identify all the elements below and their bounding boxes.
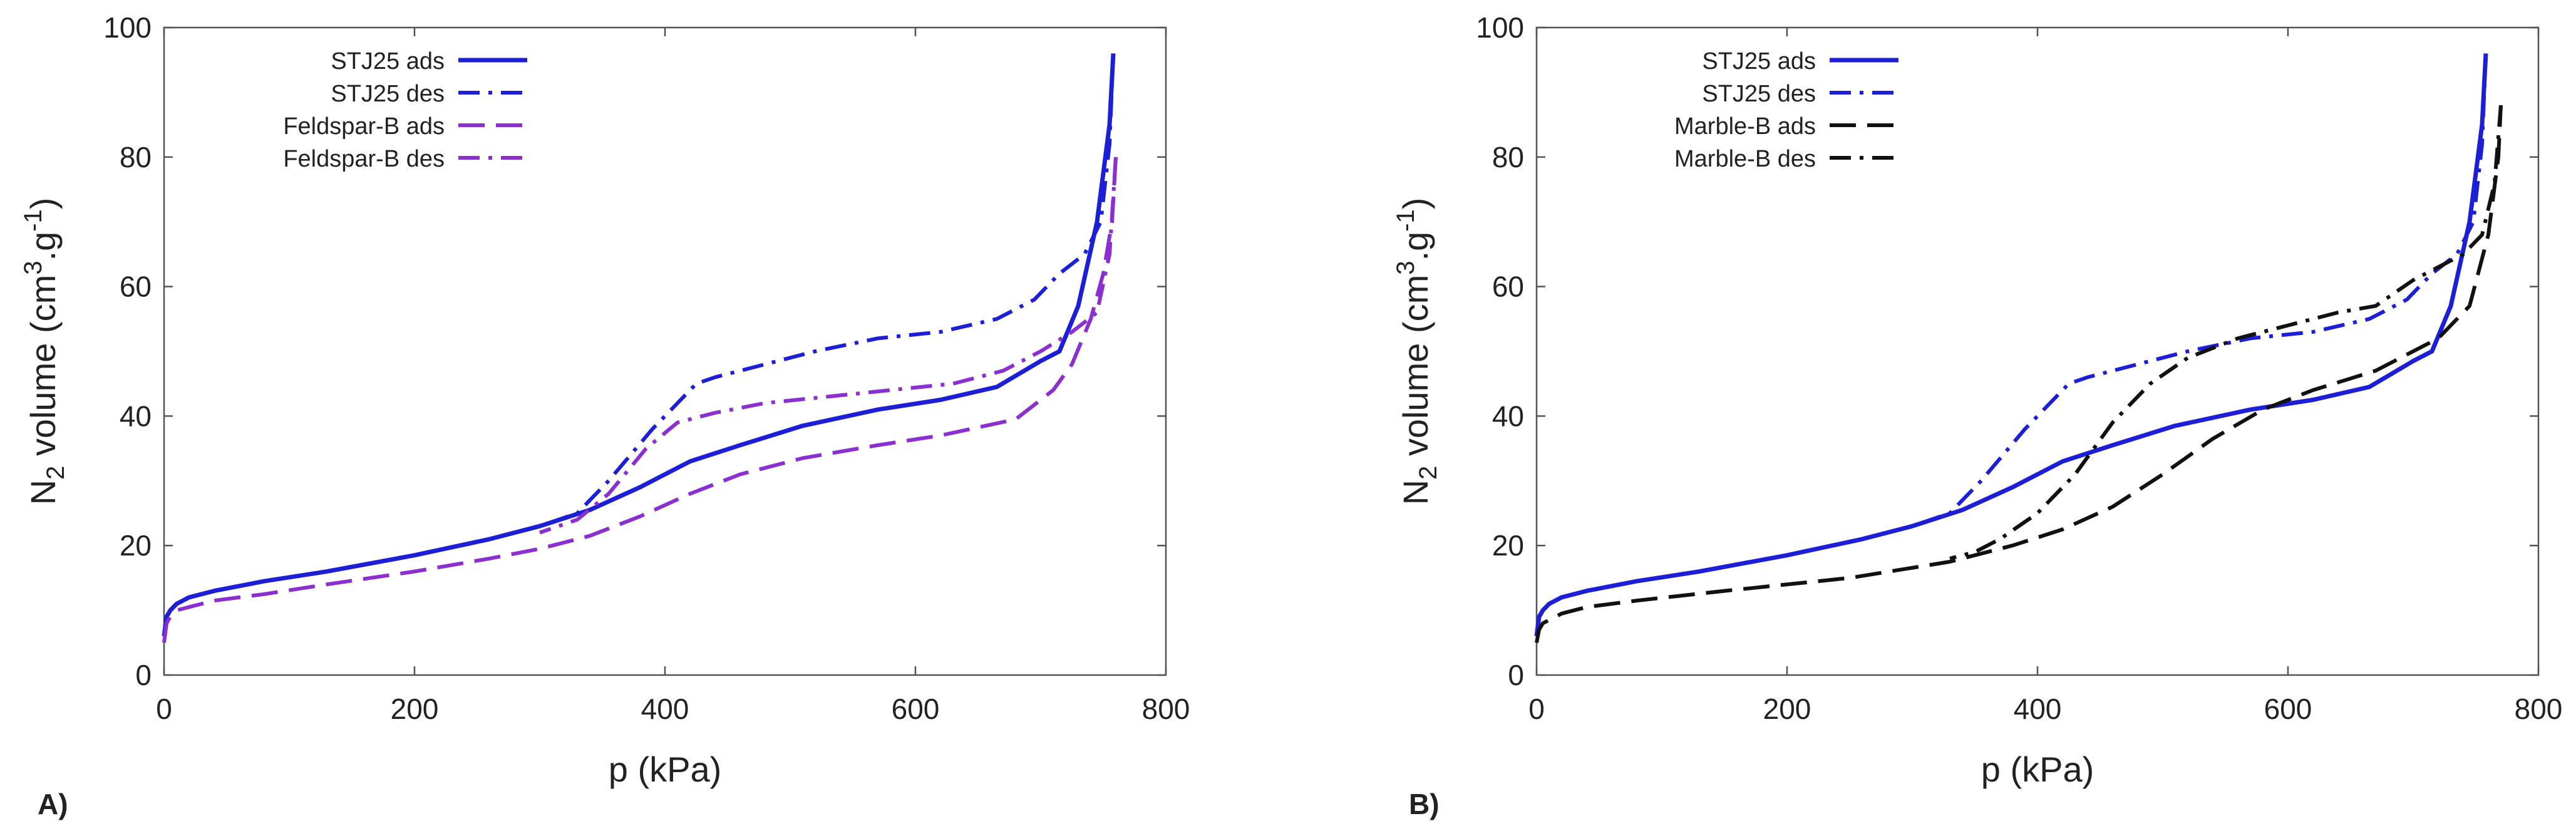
x-tick-label: 400 xyxy=(2014,693,2062,725)
y-tick-label: 0 xyxy=(135,659,152,691)
y-tick-label: 0 xyxy=(1508,659,1524,691)
series-lines xyxy=(1534,53,2503,643)
series-line-stj25-ads xyxy=(1534,53,2488,637)
series-lines xyxy=(162,53,1118,643)
x-tick-label: 400 xyxy=(641,693,689,725)
y-tick-label: 80 xyxy=(1492,141,1524,173)
x-tick-label: 800 xyxy=(1142,693,1190,725)
legend-label: Marble-B ads xyxy=(1674,113,1816,140)
x-tick-label: 200 xyxy=(1763,693,1811,725)
legend: STJ25 ads STJ25 des Feldspar-B ads Feldspar… xyxy=(283,48,527,172)
y-tick-label: 80 xyxy=(120,141,152,173)
x-tick-label: 0 xyxy=(1528,693,1545,725)
series-line-stj25-des xyxy=(1912,53,2488,529)
series-line-feldspar-b-ads xyxy=(162,157,1118,643)
legend-label: Feldspar-B ads xyxy=(283,113,445,140)
panel-label: B) xyxy=(1409,788,1440,820)
legend-label: STJ25 ads xyxy=(1702,48,1816,75)
x-tick-label: 800 xyxy=(2515,693,2563,725)
legend-label: STJ25 des xyxy=(331,81,445,107)
x-axis-ticks: 0 200 400 600 800 xyxy=(156,28,1190,725)
x-tick-label: 600 xyxy=(892,693,940,725)
y-axis-ticks: 0 20 40 60 80 100 xyxy=(103,11,1166,691)
y-tick-label: 60 xyxy=(1492,271,1524,303)
legend-label: Marble-B des xyxy=(1674,146,1816,172)
panel-label: A) xyxy=(38,788,68,820)
legend-label: STJ25 des xyxy=(1702,81,1816,107)
legend-label: Feldspar-B des xyxy=(283,146,445,172)
x-tick-label: 600 xyxy=(2264,693,2312,725)
x-axis-label: p (kPa) xyxy=(609,750,722,789)
series-line-stj25-des xyxy=(539,53,1115,529)
y-tick-label: 40 xyxy=(120,400,152,432)
x-axis-ticks: 0 200 400 600 800 xyxy=(1528,28,2562,725)
y-tick-label: 20 xyxy=(120,529,152,562)
y-tick-label: 100 xyxy=(103,11,152,44)
legend-label: STJ25 ads xyxy=(331,48,445,75)
y-axis-ticks: 0 20 40 60 80 100 xyxy=(1476,11,2538,691)
y-tick-label: 20 xyxy=(1492,529,1524,562)
y-axis-label: N2 volume (cm3.g-1) xyxy=(1392,198,1442,505)
x-tick-label: 0 xyxy=(156,693,172,725)
series-line-stj25-ads xyxy=(162,53,1116,637)
series-line-feldspar-b-des xyxy=(539,157,1118,535)
y-tick-label: 40 xyxy=(1492,400,1524,432)
y-tick-label: 100 xyxy=(1476,11,1524,44)
legend: STJ25 ads STJ25 des Marble-B ads Marble-B d… xyxy=(1674,48,1899,172)
x-axis-label: p (kPa) xyxy=(1981,750,2094,789)
series-line-marble-b-des xyxy=(1949,105,2503,560)
series-line-marble-b-ads xyxy=(1535,105,2503,643)
y-tick-label: 60 xyxy=(120,271,152,303)
x-tick-label: 200 xyxy=(391,693,439,725)
y-axis-label: N2 volume (cm3.g-1) xyxy=(19,198,70,505)
